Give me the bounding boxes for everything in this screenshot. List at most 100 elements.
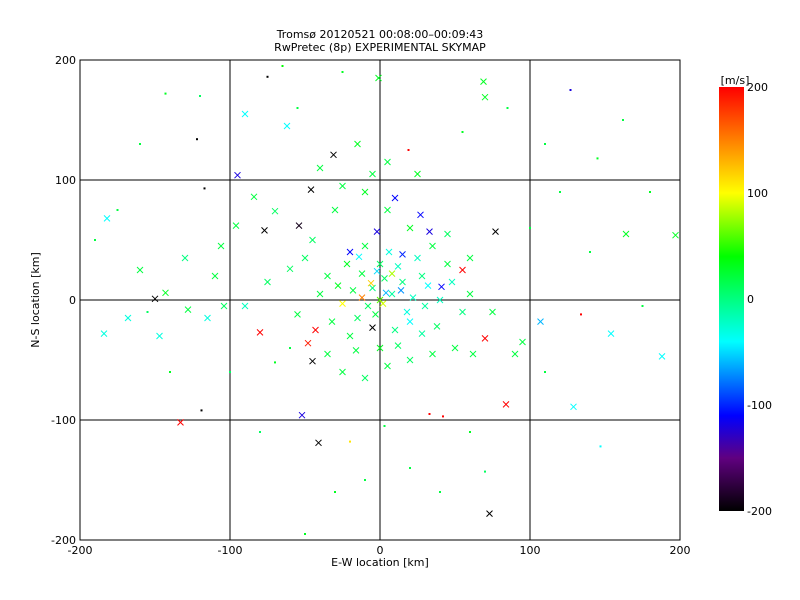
data-point-cross xyxy=(301,254,309,262)
colorbar-tick-label: 0 xyxy=(747,293,754,306)
cross-stroke xyxy=(330,151,337,159)
cross-stroke xyxy=(519,338,526,346)
data-point-cross xyxy=(355,253,363,261)
cross-stroke xyxy=(466,290,474,298)
data-point-cross xyxy=(204,314,211,322)
cross-stroke xyxy=(444,260,451,268)
cross-stroke xyxy=(481,335,489,342)
data-point-cross xyxy=(295,222,303,229)
data-point-cross xyxy=(220,302,228,310)
cross-stroke xyxy=(417,211,424,219)
data-point-dot xyxy=(116,209,119,211)
cross-stroke xyxy=(658,353,666,360)
data-point-cross xyxy=(426,228,433,235)
data-point-dot xyxy=(506,107,509,109)
data-point-cross xyxy=(315,439,322,447)
colorbar-tick-label: -200 xyxy=(747,505,772,518)
y-axis-label: N-S location [km] xyxy=(29,252,42,348)
colorbar xyxy=(719,87,744,511)
cross-stroke xyxy=(295,222,303,229)
cross-stroke xyxy=(217,242,225,250)
data-point-cross xyxy=(331,206,339,214)
data-point-cross xyxy=(417,211,424,219)
colorbar-tick-label: 200 xyxy=(747,81,768,94)
cross-stroke xyxy=(298,411,306,419)
x-tick-label: 0 xyxy=(377,544,384,557)
data-point-cross xyxy=(328,318,336,325)
x-axis-ticks: -200 -100 0 100 200 xyxy=(68,544,691,557)
x-tick-label: 200 xyxy=(670,544,691,557)
y-axis-ticks: -200 -100 0 100 200 xyxy=(51,54,76,547)
cross-stroke xyxy=(409,294,417,301)
cross-stroke xyxy=(355,253,363,261)
data-point-dot xyxy=(349,440,351,443)
data-point-dot xyxy=(407,149,410,151)
cross-stroke xyxy=(349,287,357,294)
cross-stroke xyxy=(177,419,184,426)
data-point-cross xyxy=(184,306,192,313)
data-point-cross xyxy=(234,171,241,179)
data-point-dot xyxy=(334,491,336,493)
data-point-dot xyxy=(200,409,203,412)
x-tick-label: 100 xyxy=(520,544,541,557)
data-point-cross xyxy=(339,182,346,190)
cross-stroke xyxy=(426,228,433,235)
data-point-cross xyxy=(373,228,381,235)
cross-stroke xyxy=(406,224,414,232)
data-point-cross xyxy=(217,242,225,250)
cross-stroke xyxy=(444,230,451,238)
data-point-cross xyxy=(361,374,369,382)
data-point-cross xyxy=(570,403,577,411)
data-point-dot xyxy=(259,431,261,433)
data-point-cross xyxy=(294,311,301,318)
data-point-cross xyxy=(286,265,294,273)
cross-stroke xyxy=(358,294,366,301)
data-point-cross xyxy=(339,368,346,376)
cross-stroke xyxy=(241,110,249,118)
cross-stroke xyxy=(459,308,466,316)
data-point-cross xyxy=(406,318,414,325)
cross-stroke xyxy=(283,122,291,130)
cross-stroke xyxy=(312,326,319,334)
data-point-cross xyxy=(418,330,426,337)
cross-stroke xyxy=(339,182,346,190)
data-point-cross xyxy=(375,74,382,82)
data-point-dot xyxy=(559,191,561,193)
cross-stroke xyxy=(136,266,144,274)
data-point-dot xyxy=(274,361,276,364)
data-point-cross xyxy=(489,308,496,316)
cross-stroke xyxy=(384,362,391,370)
cross-stroke xyxy=(466,254,474,262)
data-point-cross xyxy=(369,284,376,292)
data-point-cross xyxy=(136,266,144,274)
cross-stroke xyxy=(502,401,510,408)
data-point-cross xyxy=(358,270,366,277)
cross-stroke xyxy=(309,357,316,365)
cross-stroke xyxy=(672,231,679,239)
data-point-cross xyxy=(429,242,436,250)
data-point-cross xyxy=(433,323,441,330)
cross-stroke xyxy=(184,306,192,313)
data-point-dot xyxy=(341,71,344,73)
cross-stroke xyxy=(343,260,351,268)
cross-stroke xyxy=(469,350,477,358)
cross-stroke xyxy=(418,330,426,337)
data-point-cross xyxy=(379,300,387,307)
data-point-dot xyxy=(544,371,546,373)
data-point-cross xyxy=(339,300,346,307)
cross-stroke xyxy=(433,323,441,330)
cross-stroke xyxy=(397,287,405,294)
cross-stroke xyxy=(331,206,339,214)
cross-stroke xyxy=(394,263,402,270)
cross-stroke xyxy=(328,318,336,325)
data-point-cross xyxy=(330,151,337,159)
data-point-cross xyxy=(399,251,406,258)
data-point-cross xyxy=(324,272,331,280)
data-point-cross xyxy=(100,330,108,337)
data-point-cross xyxy=(406,356,414,364)
data-point-dot xyxy=(469,431,471,433)
cross-stroke xyxy=(372,311,379,318)
data-point-dot xyxy=(304,533,306,535)
cross-stroke xyxy=(388,290,396,298)
